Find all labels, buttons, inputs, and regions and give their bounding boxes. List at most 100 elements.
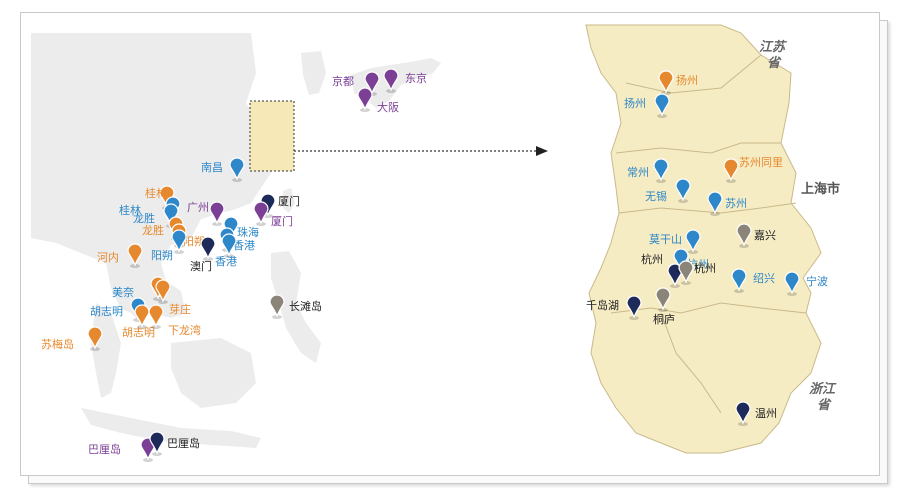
pin-label: 巴厘岛 [167,436,200,450]
korea [301,51,326,95]
pin-label: 香港 [233,239,255,252]
map-marker-icon[interactable] [127,243,143,267]
map-marker-icon[interactable] [675,178,691,202]
map-marker-icon[interactable] [784,271,800,295]
map-marker-icon[interactable] [155,279,171,303]
map-marker-icon[interactable] [735,401,751,425]
map-pin-hangzhou1[interactable]: 杭州 [641,252,683,288]
map-marker-icon[interactable] [364,71,380,95]
map-marker-icon[interactable] [221,233,237,257]
map-pin-yangzhou1[interactable]: 扬州 [658,70,698,95]
zoom-arrow-head [536,146,548,156]
pin-label: 杭州 [694,261,716,275]
map-marker-icon[interactable] [736,223,752,247]
map-marker-icon[interactable] [148,304,164,328]
pin-label: 苏梅岛 [41,337,74,351]
right-land [585,24,822,454]
pin-label: 大阪 [377,100,399,114]
malay-peninsula [91,303,121,398]
map-marker-icon[interactable] [723,158,739,182]
map-pin-suzhoutongli[interactable]: 苏州同里 [723,156,783,183]
shanghai-label: 上海市 [801,181,840,197]
pin-label: 珠海 [237,225,259,239]
zhejiang-label: 浙江省 [809,381,837,413]
map-pin-nanchang[interactable]: 南昌 [201,157,245,182]
map-marker-icon[interactable] [654,93,670,117]
zoom-indicator [249,100,548,172]
map-marker-icon[interactable] [707,191,723,215]
map-pin-tonglu[interactable]: 桐庐 [653,287,675,326]
map-pin-longsheng1[interactable]: 龙胜 [133,203,179,228]
province-border-2 [618,202,797,214]
borneo [171,338,256,408]
map-marker-icon[interactable] [87,326,103,350]
philippines [271,251,321,363]
map-pin-huzhiming2[interactable]: 胡志明 [122,304,155,339]
map-marker-icon[interactable] [383,68,399,92]
map-pin-yangzhou2[interactable]: 扬州 [624,93,670,118]
map-pin-guangzhou[interactable]: 广州 [187,201,225,226]
pin-label: 广州 [187,201,209,214]
map-marker-icon[interactable] [134,304,150,328]
map-pin-aomen[interactable]: 澳门 [190,236,216,273]
pin-label: 河内 [97,250,119,264]
map-pin-dongjing[interactable]: 东京 [383,68,427,93]
map-marker-icon[interactable] [171,229,187,253]
map-marker-icon[interactable] [209,201,225,225]
map-marker-icon[interactable] [658,70,674,94]
map-pin-yazhuang[interactable]: 芽庄 [155,279,191,316]
province-border-4 [610,302,807,314]
map-marker-icon[interactable] [685,229,701,253]
pin-label: 桐庐 [653,312,675,326]
map-pin-shaoxing[interactable]: 绍兴 [731,268,775,293]
pin-label: 千岛湖 [586,298,619,312]
pin-label: 美奈 [112,285,134,299]
map-pin-xianggang2[interactable]: 香港 [215,233,237,268]
map-pin-xialongwan[interactable]: 下龙湾 [148,304,201,337]
map-marker-icon[interactable] [253,201,269,225]
map-pin-daban[interactable]: 大阪 [357,87,399,114]
map-marker-icon[interactable] [678,260,694,284]
map-marker-icon[interactable] [149,431,165,455]
map-pin-sumeidao[interactable]: 苏梅岛 [41,326,103,351]
map-marker-icon[interactable] [655,287,671,311]
pin-label: 长滩岛 [289,299,322,313]
map-marker-icon[interactable] [667,263,683,287]
pin-label: 桂林 [145,186,167,200]
pin-label: 苏州同里 [739,156,783,169]
province-border-3 [625,54,762,94]
map-pin-henei[interactable]: 河内 [97,243,143,268]
map-pin-wenzhou[interactable]: 温州 [735,401,777,426]
map-marker-icon[interactable] [731,268,747,292]
map-marker-icon[interactable] [229,157,245,181]
map-marker-icon[interactable] [653,158,669,182]
map-marker-icon[interactable] [163,203,179,227]
pin-label: 澳门 [190,259,212,273]
pin-label: 无锡 [645,189,667,203]
asia-mainland [31,33,283,323]
map-pin-ningbo[interactable]: 宁波 [784,271,828,296]
map-pin-suzhou[interactable]: 苏州 [707,191,747,216]
map-pin-hangzhou3[interactable]: 杭州 [678,260,716,285]
map-marker-icon[interactable] [626,295,642,319]
map-pin-xiamen2[interactable]: 厦门 [253,201,293,228]
map-marker-icon[interactable] [269,294,285,318]
map-pin-balidao1[interactable]: 巴厘岛 [88,437,156,462]
map-pin-changzhou[interactable]: 常州 [627,158,669,183]
map-marker-icon[interactable] [200,236,216,260]
jiangsu-zhejiang-region [585,24,822,454]
region-labels: 江苏省 上海市 浙江省 [759,39,840,413]
indonesia [81,408,261,448]
pin-label: 常州 [627,166,649,179]
taiwan [283,188,295,213]
map-marker-icon[interactable] [357,87,373,111]
map-pin-qiandaohu[interactable]: 千岛湖 [586,295,642,320]
map-pin-yangshuo2[interactable]: 阳朔 [151,229,187,262]
map-pin-changtandao[interactable]: 长滩岛 [269,294,322,319]
map-pin-moganshan[interactable]: 莫干山 [649,229,701,254]
map-pin-balidao2[interactable]: 巴厘岛 [149,431,200,456]
map-pin-jiaxing[interactable]: 嘉兴 [736,223,776,248]
map-pin-wuxi[interactable]: 无锡 [645,178,691,203]
